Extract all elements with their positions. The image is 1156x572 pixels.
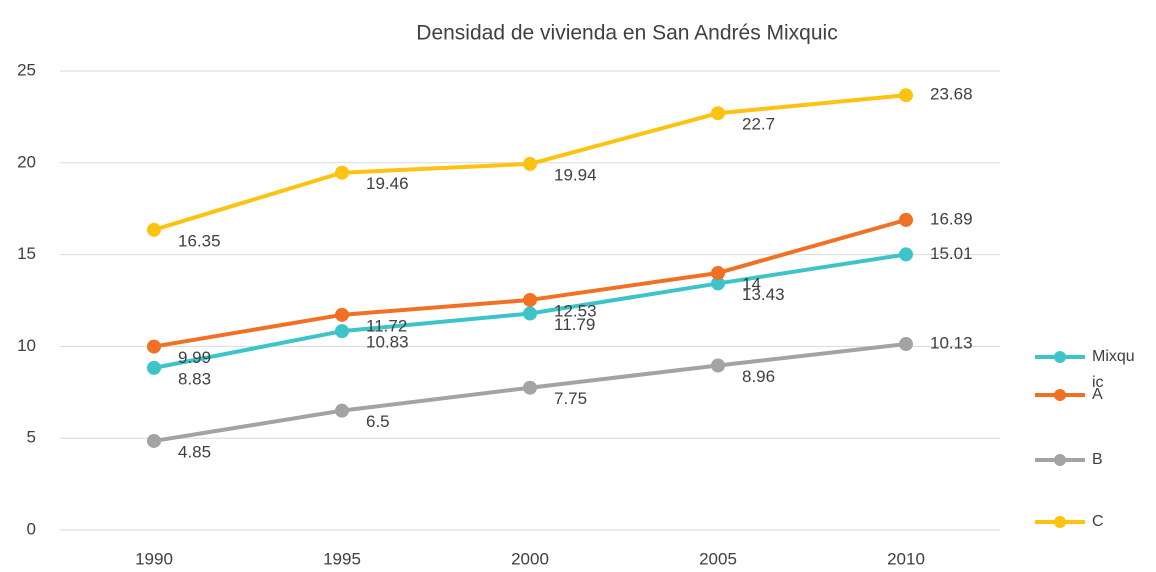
data-label: 10.83: [366, 333, 409, 352]
y-tick-label: 10: [17, 336, 36, 355]
x-tick-label: 1990: [135, 549, 173, 568]
legend-marker: [1054, 351, 1066, 363]
point: [711, 358, 725, 373]
chart-title: Densidad de vivienda en San Andrés Mixqu…: [416, 22, 837, 45]
data-label: 15.01: [930, 244, 973, 263]
point: [899, 247, 913, 262]
point: [335, 165, 349, 180]
point: [899, 88, 913, 103]
point: [899, 212, 913, 227]
x-tick-label: 2000: [511, 549, 549, 568]
series-line: [153, 217, 907, 349]
x-tick-label: 2005: [699, 549, 737, 568]
x-tick-label: 2010: [887, 549, 925, 568]
legend-label: B: [1092, 451, 1103, 468]
point: [523, 156, 537, 171]
legend-label: A: [1092, 386, 1103, 403]
point: [523, 306, 537, 321]
data-label: 7.75: [554, 389, 587, 408]
point: [711, 106, 725, 121]
y-tick-label: 25: [17, 60, 36, 79]
point: [147, 339, 161, 354]
data-label: 19.46: [366, 174, 409, 193]
data-label: 6.5: [366, 412, 390, 431]
point: [147, 222, 161, 237]
y-tick-label: 0: [27, 519, 36, 538]
point: [523, 380, 537, 395]
data-label: 11.72: [366, 316, 407, 335]
data-label: 10.13: [930, 333, 973, 352]
point: [147, 433, 161, 448]
data-label: 12.53: [554, 301, 597, 320]
point: [335, 324, 349, 339]
legend-label: C: [1092, 513, 1104, 530]
y-tick-label: 5: [27, 428, 36, 447]
point: [147, 360, 161, 375]
legend-marker: [1054, 389, 1066, 401]
point: [711, 265, 725, 280]
data-label: 16.89: [930, 209, 973, 228]
point: [899, 337, 913, 352]
point: [523, 292, 537, 307]
data-label: 4.85: [178, 442, 211, 461]
data-label: 8.83: [178, 369, 211, 388]
data-label: 16.35: [178, 231, 221, 250]
data-label: 14: [742, 274, 761, 293]
data-label: 8.96: [742, 367, 775, 386]
point: [335, 307, 349, 322]
y-tick-label: 15: [17, 244, 36, 263]
legend-marker: [1054, 454, 1066, 466]
data-label: 13.43: [742, 285, 785, 304]
legend-marker: [1054, 516, 1066, 528]
data-label: 9.99: [178, 348, 211, 367]
y-tick-label: 20: [17, 152, 36, 171]
data-label: 22.7: [742, 115, 775, 134]
data-label: 11.79: [554, 315, 595, 334]
data-label: 23.68: [930, 85, 973, 104]
legend-label: Mixquic: [1092, 348, 1135, 391]
x-tick-label: 1995: [323, 549, 361, 568]
data-label: 19.94: [554, 165, 597, 184]
point: [335, 403, 349, 418]
